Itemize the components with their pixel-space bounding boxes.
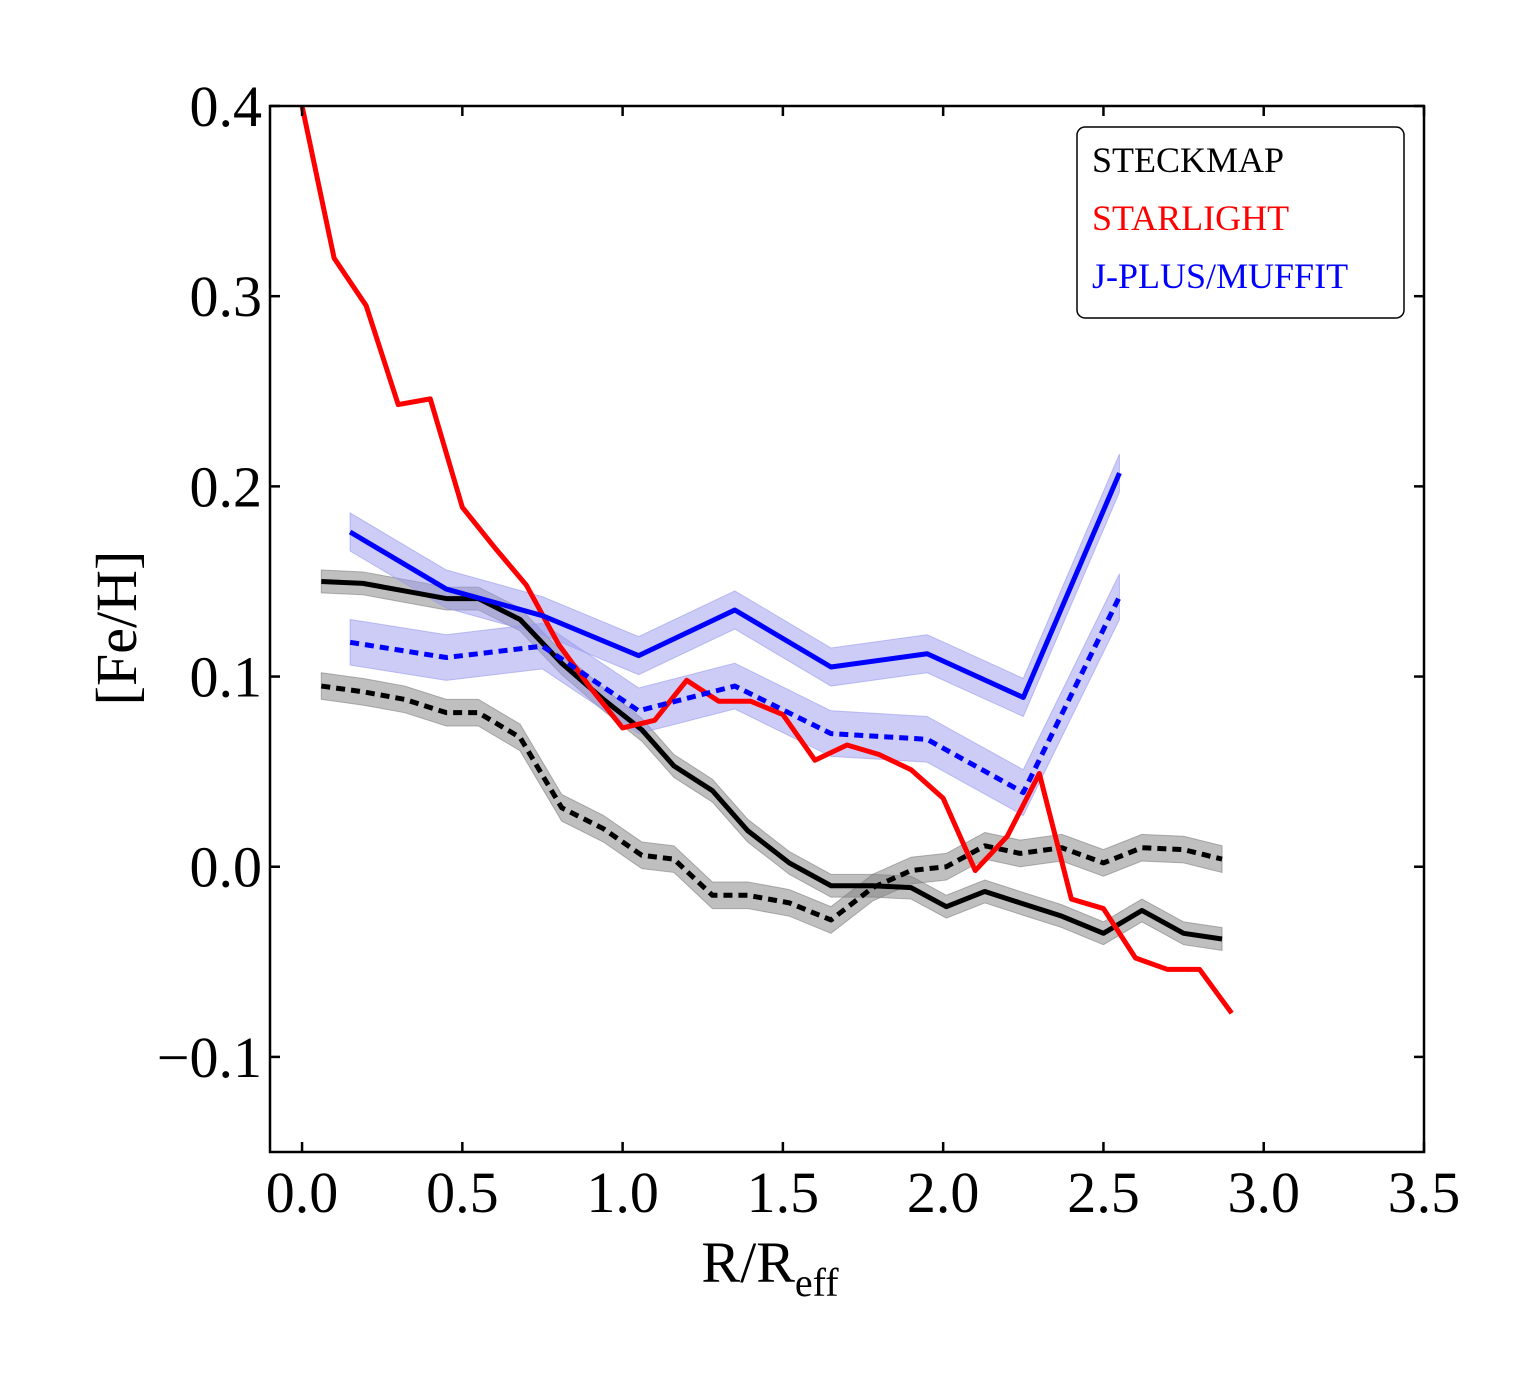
legend-entry-starlight: STARLIGHT [1092, 198, 1289, 238]
error-band-steckmap-dotted [320, 672, 1223, 934]
axis-ticks [270, 104, 1426, 1152]
x-tick-label: 3.5 [1388, 1160, 1461, 1225]
y-axis-label: [Fe/H] [84, 551, 149, 706]
y-tick-label: 0.2 [190, 454, 263, 519]
series-line-j-plus-muffit-solid [348, 472, 1122, 700]
y-tick-label: 0.0 [190, 835, 263, 900]
series-lines [299, 106, 1234, 1015]
tick-labels: 0.0 0.5 1.0 1.5 2.0 2.5 3.0 3.5 −0.1 0.0 0.1 0.2 0.3… [157, 74, 1460, 1225]
plot-frame [268, 104, 1426, 1154]
x-tick-label: 0.5 [426, 1160, 499, 1225]
x-axis-label: R/Reff [701, 1230, 839, 1305]
y-tick-label: −0.1 [157, 1025, 262, 1090]
x-tick-label: 2.0 [907, 1160, 980, 1225]
y-tick-label: 0.1 [190, 645, 263, 710]
y-tick-label: 0.4 [190, 74, 263, 139]
y-tick-label: 0.3 [190, 264, 263, 329]
error-bands [320, 453, 1223, 951]
series-line-starlight [299, 106, 1234, 1015]
error-band-j-plus-muffit-dotted [349, 573, 1120, 817]
legend: STECKMAP STARLIGHT J-PLUS/MUFFIT [1076, 126, 1405, 319]
legend-box [1076, 126, 1405, 319]
x-tick-label: 3.0 [1227, 1160, 1300, 1225]
legend-entry-steckmap: STECKMAP [1092, 140, 1284, 180]
legend-entry-jplus-muffit: J-PLUS/MUFFIT [1092, 256, 1348, 296]
x-tick-label: 0.0 [266, 1160, 339, 1225]
x-tick-label: 1.0 [586, 1160, 659, 1225]
x-tick-label: 1.5 [747, 1160, 820, 1225]
series-line-j-plus-muffit-dotted [349, 595, 1122, 796]
series-line-steckmap-dotted [320, 683, 1223, 923]
x-tick-label: 2.5 [1067, 1160, 1140, 1225]
